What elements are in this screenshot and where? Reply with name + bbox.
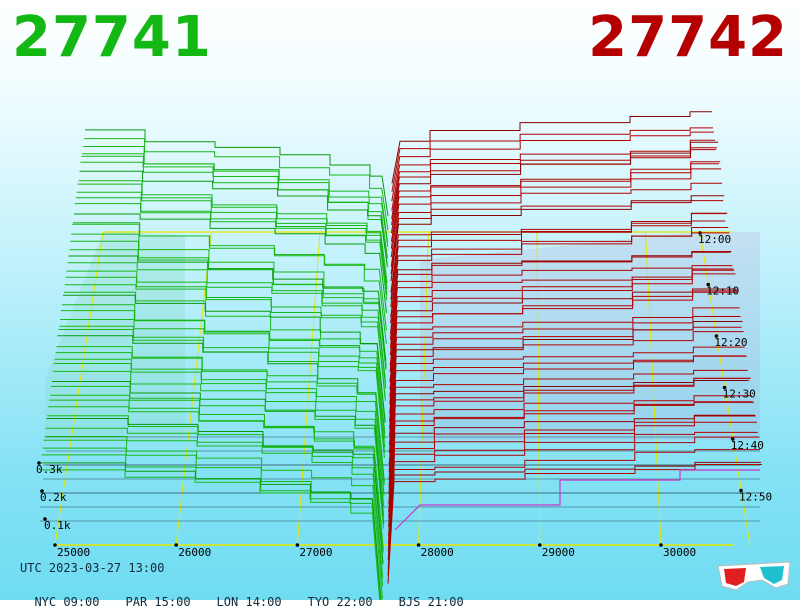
depth-fill-panels	[45, 232, 760, 440]
timezone-list: NYC 09:00 PAR 15:00 LON 14:00 TYO 22:00 BJS …	[20, 581, 490, 609]
time-tick-label: 12:50	[739, 491, 772, 504]
ask-depth-curve	[390, 232, 730, 324]
ask-depth-curve	[388, 401, 754, 518]
bid-depth-curve	[40, 462, 382, 600]
ask-depth-curve	[390, 168, 722, 258]
bid-depth-curve	[42, 447, 382, 600]
ask-depth-curve	[391, 139, 716, 211]
3d-glasses-icon[interactable]	[716, 558, 792, 592]
ask-depth-curve	[389, 273, 736, 372]
ask-depth-curve	[390, 200, 724, 275]
bid-depth-curve	[48, 406, 384, 552]
x-tick-label: 29000	[542, 546, 575, 559]
ask-depth-curve	[389, 290, 739, 397]
bid-depth-curve	[74, 213, 387, 313]
time-tick-label: 12:20	[714, 336, 747, 349]
time-tick-label: 12:30	[723, 388, 756, 401]
bid-depth-curve	[63, 294, 386, 423]
zone-nyc: NYC 09:00	[34, 595, 100, 609]
ask-depth-curve	[389, 331, 744, 437]
ask-depth-curve	[389, 265, 733, 348]
time-tick-marker	[706, 282, 710, 287]
x-tick-label: 26000	[178, 546, 211, 559]
x-tick-label: 28000	[421, 546, 454, 559]
ask-depth-curve	[390, 182, 723, 267]
ask-depth-curve	[389, 316, 741, 414]
volume-tick-marker	[37, 461, 41, 465]
ask-depth-curve	[388, 369, 748, 473]
time-tick-label: 12:10	[706, 285, 739, 298]
ask-depth-curve	[388, 355, 747, 465]
zone-tyo: TYO 22:00	[307, 595, 373, 609]
x-tick-marker	[174, 543, 178, 547]
ask-depth-curve	[387, 421, 757, 545]
ask-depth-curve	[387, 449, 760, 570]
ask-depth-curve	[390, 220, 726, 293]
ask-depth-curve	[390, 212, 728, 308]
ask-depth-curve	[391, 131, 714, 202]
bid-depth-curve	[64, 284, 386, 398]
volume-tick-label: 0.1k	[44, 519, 71, 532]
ask-depth-curve	[391, 127, 713, 192]
ask-depth-curve	[389, 251, 732, 340]
bid-depth-curve	[55, 352, 385, 486]
ask-depth-curve	[387, 436, 759, 560]
time-tick-label: 12:00	[698, 233, 731, 246]
x-tick-label: 30000	[663, 546, 696, 559]
zone-lon: LON 14:00	[216, 595, 282, 609]
x-tick-marker	[416, 543, 421, 547]
bid-price: 27741	[12, 5, 212, 70]
axis-labels: 25000 26000 27000 28000 29000 30000 12:00 12:10…	[36, 233, 772, 559]
time-tick-marker	[714, 334, 719, 338]
ask-depth-curve	[387, 464, 762, 584]
utc-timestamp: UTC 2023-03-27 13:00	[20, 561, 165, 575]
volume-tick-label: 0.3k	[36, 463, 63, 476]
x-tick-label: 27000	[299, 546, 332, 559]
x-tick-marker	[53, 543, 57, 547]
depth-curves	[40, 111, 762, 600]
bid-depth-curve	[43, 439, 383, 600]
time-tick-marker	[731, 437, 735, 441]
x-tick-label: 25000	[57, 546, 90, 559]
ask-price: 27742	[588, 5, 788, 70]
bid-depth-curve	[41, 454, 381, 600]
bid-depth-curve	[47, 415, 384, 565]
ask-depth-curve	[391, 111, 712, 184]
ask-depth-curve	[388, 395, 752, 504]
ask-depth-curve	[388, 346, 745, 445]
ask-depth-curve	[388, 415, 756, 537]
ask-depth-curve	[391, 141, 719, 234]
ask-depth-curve	[389, 307, 740, 405]
x-tick-marker	[538, 543, 542, 547]
x-tick-marker	[295, 543, 300, 547]
volume-tick-marker	[43, 517, 47, 521]
ask-depth-curve	[390, 161, 721, 249]
bid-depth-curve	[74, 203, 388, 301]
bid-depth-curve	[68, 255, 387, 361]
x-tick-marker	[659, 543, 663, 547]
ask-volume-trace	[394, 469, 760, 531]
volume-tick-label: 0.2k	[40, 491, 67, 504]
time-tick-marker	[739, 488, 743, 493]
time-tick-marker	[722, 385, 727, 390]
ask-depth-curve	[389, 321, 743, 429]
bid-depth-curve	[40, 469, 381, 600]
zone-bjs: BJS 21:00	[398, 595, 464, 609]
zone-par: PAR 15:00	[125, 595, 191, 609]
ask-depth-curve	[387, 431, 758, 552]
time-tick-label: 12:40	[731, 439, 764, 452]
volume-tick-marker	[40, 489, 44, 493]
ask-depth-curve	[390, 195, 725, 282]
volume-guide-lines	[37, 436, 760, 522]
ask-depth-curve	[388, 377, 751, 495]
